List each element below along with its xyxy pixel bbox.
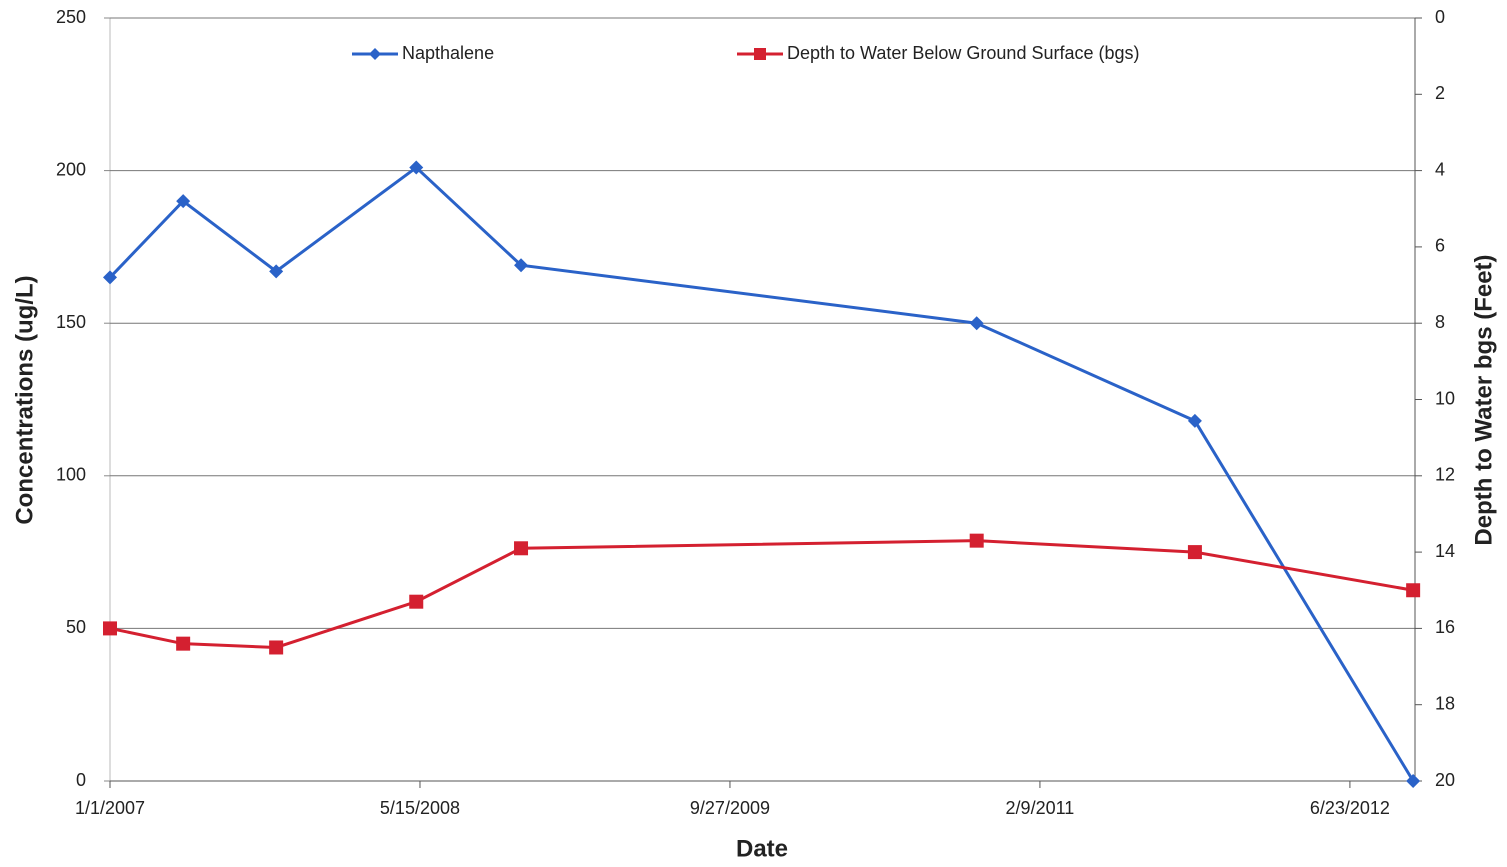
point	[269, 640, 284, 655]
y-tick-label: 250	[56, 7, 86, 27]
x-tick-label: 5/15/2008	[380, 798, 460, 818]
y2-tick-label: 14	[1435, 541, 1455, 561]
point	[514, 258, 529, 273]
y2-tick-label: 4	[1435, 159, 1445, 179]
point	[1406, 774, 1421, 788]
y2-tick-label: 8	[1435, 312, 1445, 332]
y2-tick-label: 2	[1435, 83, 1445, 103]
point	[176, 194, 191, 209]
y2-tick-label: 20	[1435, 770, 1455, 790]
y2-tick-label: 10	[1435, 388, 1455, 408]
y2-tick-label: 0	[1435, 7, 1445, 27]
y-tick-label: 100	[56, 465, 86, 485]
point	[409, 160, 424, 175]
point	[969, 316, 984, 331]
point	[409, 594, 424, 609]
y-tick-label: 0	[76, 770, 86, 790]
y2-tick-label: 6	[1435, 236, 1445, 256]
series-line	[109, 539, 1414, 649]
point	[103, 270, 117, 285]
point	[514, 541, 529, 556]
x-tick-label: 1/1/2007	[75, 798, 145, 818]
plot-frame	[109, 17, 1416, 782]
point	[1187, 413, 1202, 428]
point	[1406, 583, 1421, 598]
point	[103, 621, 117, 636]
y2-tick-label: 16	[1435, 617, 1455, 637]
series-line	[108, 165, 1415, 782]
y-axis-title: Concentrations (ug/L)	[11, 275, 38, 524]
point	[1187, 545, 1202, 560]
y2-tick-label: 12	[1435, 465, 1455, 485]
x-tick-label: 2/9/2011	[1006, 798, 1075, 818]
y2-tick-label: 18	[1435, 693, 1455, 713]
x-axis-title: Date	[736, 835, 788, 862]
y2-axis-title: Depth to Water bgs (Feet)	[1470, 254, 1497, 545]
point	[176, 636, 191, 651]
y-tick-label: 200	[56, 159, 86, 179]
y-tick-label: 150	[56, 312, 86, 332]
point	[269, 264, 284, 279]
legend-marker	[369, 48, 381, 60]
y-tick-label: 50	[66, 617, 86, 637]
legend-label: Depth to Water Below Ground Surface (bgs…	[787, 43, 1140, 63]
point	[969, 533, 984, 548]
x-tick-label: 6/23/2012	[1310, 798, 1390, 818]
legend-marker	[754, 48, 766, 60]
x-tick-label: 9/27/2009	[690, 798, 770, 818]
legend-label: Napthalene	[402, 43, 494, 63]
